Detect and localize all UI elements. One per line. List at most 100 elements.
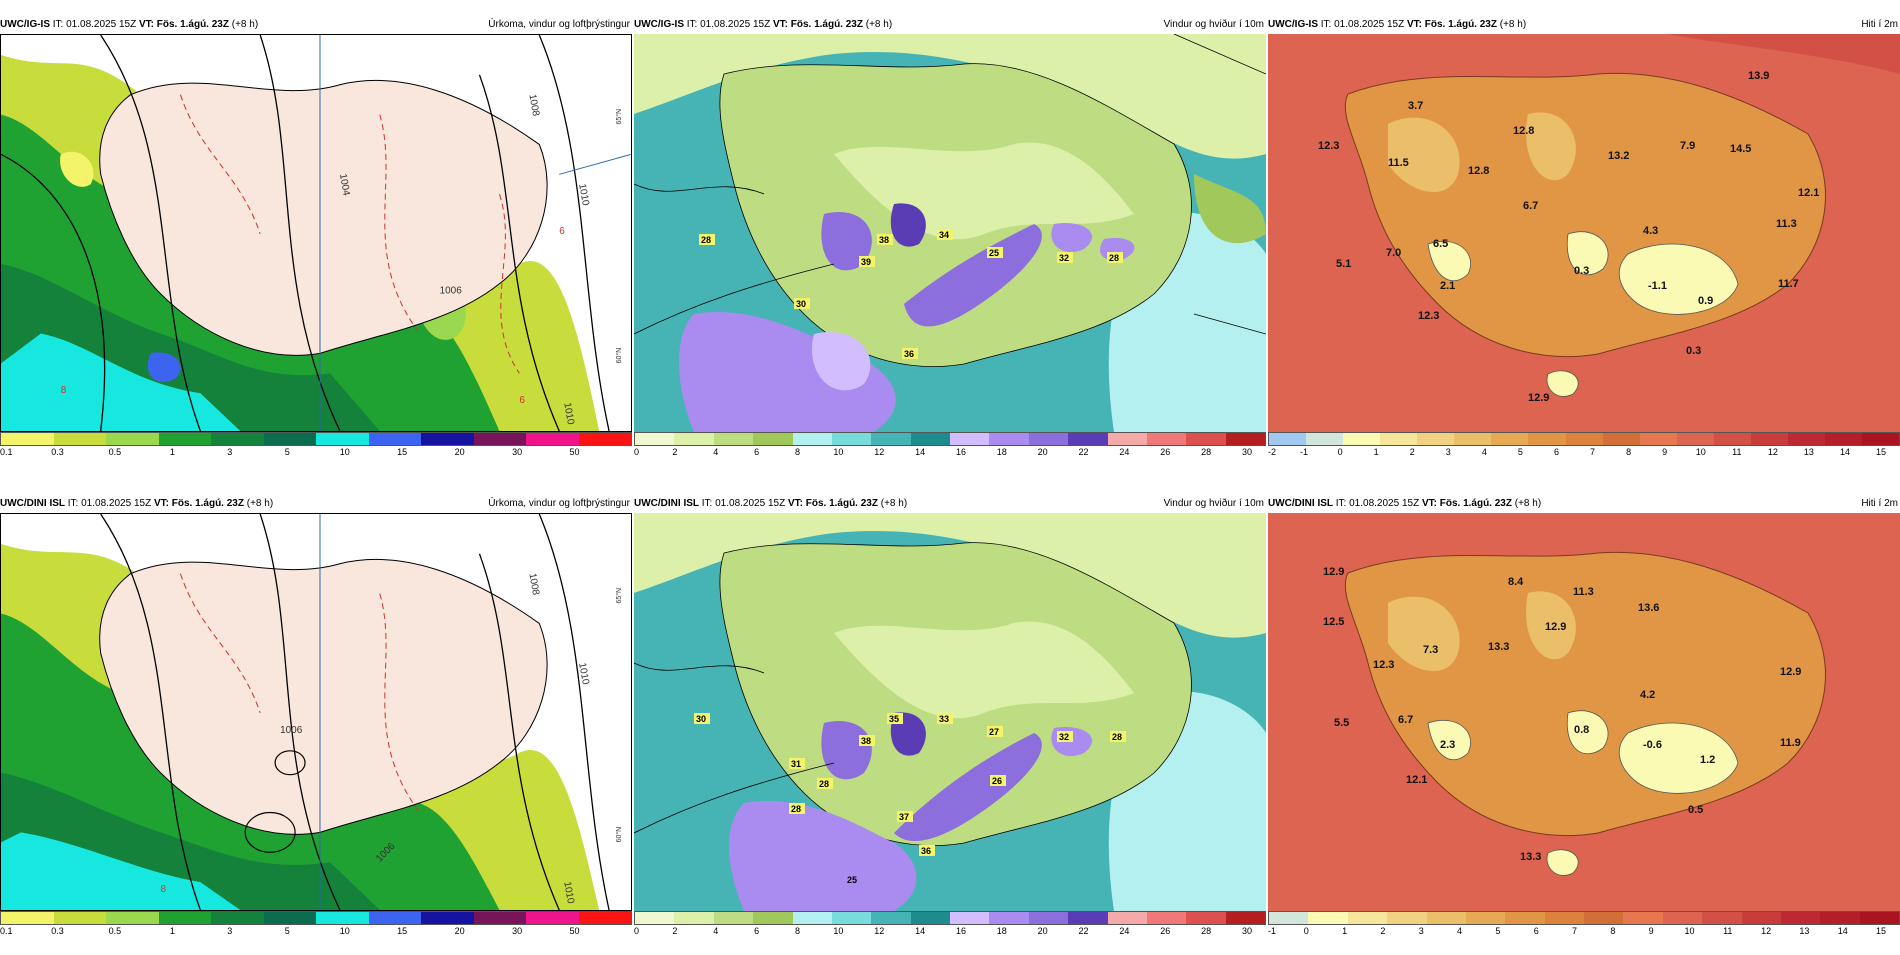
temperature-colorbar-ticks: -1 0 1 2 3 4 5 6 7 8 9 10 11 12 13 14 15 (1268, 926, 1900, 938)
precip-colorbar-ticks: 0.1 0.3 0.5 1 3 5 10 15 20 30 50 (0, 447, 632, 459)
temp-label: 5.1 (1336, 258, 1351, 270)
precip-map[interactable]: 1008 1010 1006 1006 1010 60°N 65°N 8 (0, 513, 632, 911)
colorbar-tick: 1 (169, 447, 175, 457)
colorbar-swatch (1702, 912, 1742, 924)
colorbar-swatch (1491, 433, 1529, 445)
gust-label: 38 (861, 736, 871, 746)
gust-label: 28 (1112, 732, 1122, 742)
temp-label: -0.6 (1643, 739, 1662, 751)
temp-label: 4.3 (1643, 225, 1658, 237)
colorbar-swatch (674, 912, 714, 924)
colorbar-swatch (713, 912, 754, 924)
colorbar-swatch (950, 433, 990, 445)
colorbar-tick: 12 (874, 447, 885, 457)
colorbar-tick: 16 (955, 926, 966, 936)
colorbar-tick: 0.5 (108, 447, 122, 457)
colorbar-tick: 15 (1876, 447, 1887, 457)
colorbar-swatch (1347, 912, 1388, 924)
wind-colorbar-ticks: 0 2 4 6 8 10 12 14 16 18 20 22 24 26 28 30 (634, 447, 1266, 459)
colorbar-tick: 7 (1590, 447, 1596, 457)
wind-colorbar-ticks: 0 2 4 6 8 10 12 14 16 18 20 22 24 26 28 30 (634, 926, 1266, 938)
gust-label: 36 (904, 349, 914, 359)
colorbar-tick: 4 (713, 926, 719, 936)
temp-label: 11.5 (1388, 157, 1409, 169)
colorbar-tick: 10 (339, 926, 350, 936)
colorbar-tick: 20 (454, 447, 465, 457)
temp-contour-label: 8 (160, 884, 166, 895)
temp-label: 0.3 (1574, 265, 1589, 277)
panel-temp-dini: UWC/DINI ISL IT: 01.08.2025 15Z VT: Fös.… (1268, 495, 1900, 955)
colorbar-swatch (316, 912, 369, 924)
panel-title: UWC/IG-IS IT: 01.08.2025 15Z VT: Fös. 1.… (1268, 19, 1898, 30)
gust-label: 28 (791, 804, 801, 814)
colorbar-swatch (368, 912, 421, 924)
colorbar-tick: 7 (1572, 926, 1578, 936)
colorbar-swatch (1387, 912, 1427, 924)
colorbar-swatch (635, 912, 675, 924)
temperature-colorbar (1268, 911, 1900, 925)
colorbar-swatch (263, 912, 316, 924)
colorbar-swatch (53, 433, 106, 445)
temp-contour-label: 6 (519, 395, 525, 406)
panel-title: UWC/IG-IS IT: 01.08.2025 15Z VT: Fös. 1.… (0, 19, 630, 30)
colorbar-swatch (910, 912, 950, 924)
gust-labels: 30 38 35 33 27 32 28 31 28 26 28 37 36 2… (694, 713, 1126, 885)
precip-colorbar (0, 911, 632, 925)
colorbar-tick: 26 (1160, 447, 1171, 457)
colorbar-tick: 20 (1037, 447, 1048, 457)
panel-temp-igis: UWC/IG-IS IT: 01.08.2025 15Z VT: Fös. 1.… (1268, 16, 1900, 476)
colorbar-tick: 3 (227, 926, 233, 936)
colorbar-swatch (1824, 433, 1862, 445)
wind-map[interactable]: 28 39 38 34 25 32 28 30 36 (634, 34, 1266, 432)
colorbar-swatch (635, 433, 675, 445)
temp-label: 12.9 (1528, 392, 1549, 404)
temp-label: 5.5 (1334, 717, 1349, 729)
temp-label: 6.5 (1433, 238, 1448, 250)
wind-map[interactable]: 30 38 35 33 27 32 28 31 28 26 28 37 36 2… (634, 513, 1266, 911)
temp-label: 12.1 (1798, 187, 1819, 199)
temp-label: 0.9 (1698, 295, 1713, 307)
colorbar-tick: 8 (1610, 926, 1616, 936)
colorbar-swatch (1639, 433, 1677, 445)
colorbar-swatch (871, 433, 911, 445)
colorbar-swatch (1269, 912, 1309, 924)
colorbar-swatch (1565, 433, 1603, 445)
temp-label: 0.3 (1686, 345, 1701, 357)
temp-label: 12.9 (1323, 566, 1344, 578)
colorbar-tick: 10 (833, 926, 844, 936)
colorbar-tick: 3 (227, 447, 233, 457)
colorbar-swatch (1584, 912, 1624, 924)
temp-label: 12.8 (1513, 125, 1534, 137)
gust-label: 27 (989, 727, 999, 737)
gust-label: 25 (989, 248, 999, 258)
colorbar-swatch (792, 433, 832, 445)
colorbar-swatch (1750, 433, 1788, 445)
temperature-map[interactable]: 13.9 3.7 12.3 11.5 12.8 12.8 13.2 7.9 14… (1268, 34, 1900, 432)
colorbar-swatch (368, 433, 421, 445)
colorbar-swatch (831, 912, 872, 924)
temp-label: 3.7 (1408, 100, 1423, 112)
colorbar-swatch (1454, 433, 1492, 445)
colorbar-swatch (1859, 912, 1899, 924)
colorbar-swatch (1465, 912, 1506, 924)
wind-colorbar (634, 911, 1266, 925)
isobar-label: 1008 (526, 572, 541, 596)
colorbar-tick: 26 (1160, 926, 1171, 936)
temp-label: 1.2 (1700, 754, 1715, 766)
colorbar-tick: 15 (397, 447, 408, 457)
precip-map[interactable]: 1008 1010 1004 1010 1006 60°N 65°N 6 6 8 (0, 34, 632, 432)
colorbar-tick: 30 (512, 447, 523, 457)
gust-label: 31 (791, 759, 801, 769)
colorbar-tick: 22 (1078, 447, 1089, 457)
colorbar-tick: 50 (569, 447, 580, 457)
colorbar-tick: 1 (1373, 447, 1379, 457)
colorbar-swatch (910, 433, 950, 445)
temp-label: 13.9 (1748, 70, 1769, 82)
colorbar-tick: 1 (1342, 926, 1348, 936)
temperature-map[interactable]: 12.9 8.4 11.3 13.6 12.5 12.9 7.3 13.3 12… (1268, 513, 1900, 911)
colorbar-swatch (1602, 433, 1640, 445)
isobar-label: 1004 (337, 173, 352, 197)
temp-label: 12.3 (1418, 310, 1439, 322)
temp-label: 12.3 (1373, 659, 1394, 671)
colorbar-swatch (1186, 912, 1226, 924)
